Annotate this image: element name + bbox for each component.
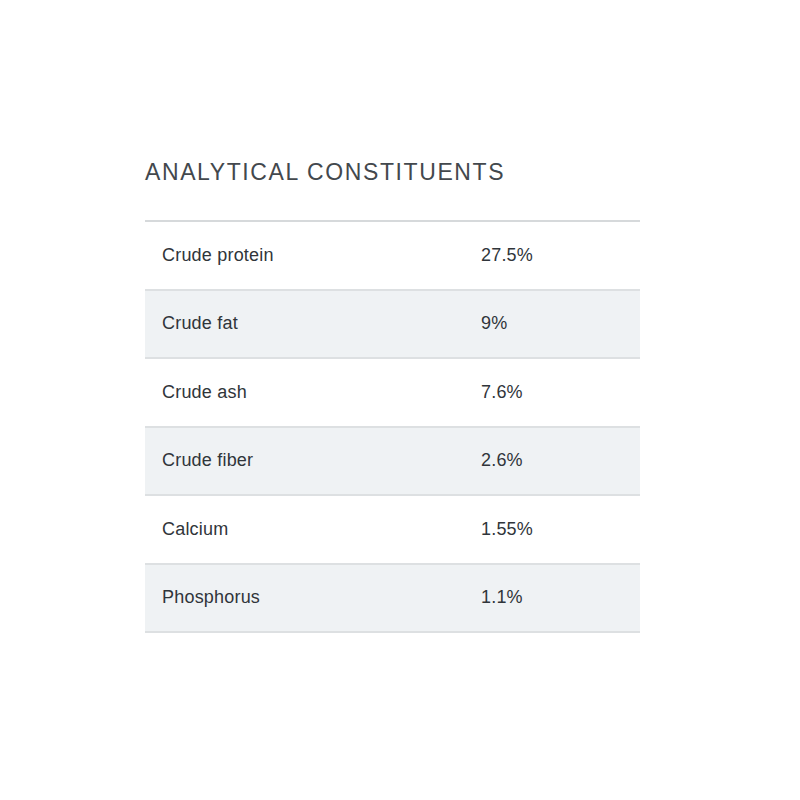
row-value: 1.1%: [481, 587, 640, 608]
row-label: Phosphorus: [145, 587, 481, 608]
page: ANALYTICAL CONSTITUENTS Crude protein 27…: [0, 0, 800, 800]
table-row: Crude protein 27.5%: [145, 222, 640, 291]
row-value: 7.6%: [481, 382, 640, 403]
table-row: Calcium 1.55%: [145, 496, 640, 565]
row-label: Crude protein: [145, 245, 481, 266]
table-row: Crude fat 9%: [145, 291, 640, 360]
row-label: Crude ash: [145, 382, 481, 403]
table-row: Crude fiber 2.6%: [145, 428, 640, 497]
row-value: 2.6%: [481, 450, 640, 471]
analytical-constituents-table: Crude protein 27.5% Crude fat 9% Crude a…: [145, 220, 640, 633]
table-row: Crude ash 7.6%: [145, 359, 640, 428]
section-title: ANALYTICAL CONSTITUENTS: [145, 159, 640, 185]
row-value: 9%: [481, 313, 640, 334]
row-label: Crude fat: [145, 313, 481, 334]
row-label: Crude fiber: [145, 450, 481, 471]
row-value: 27.5%: [481, 245, 640, 266]
row-value: 1.55%: [481, 519, 640, 540]
analytical-constituents-section: ANALYTICAL CONSTITUENTS Crude protein 27…: [145, 159, 640, 633]
table-row: Phosphorus 1.1%: [145, 565, 640, 634]
row-label: Calcium: [145, 519, 481, 540]
